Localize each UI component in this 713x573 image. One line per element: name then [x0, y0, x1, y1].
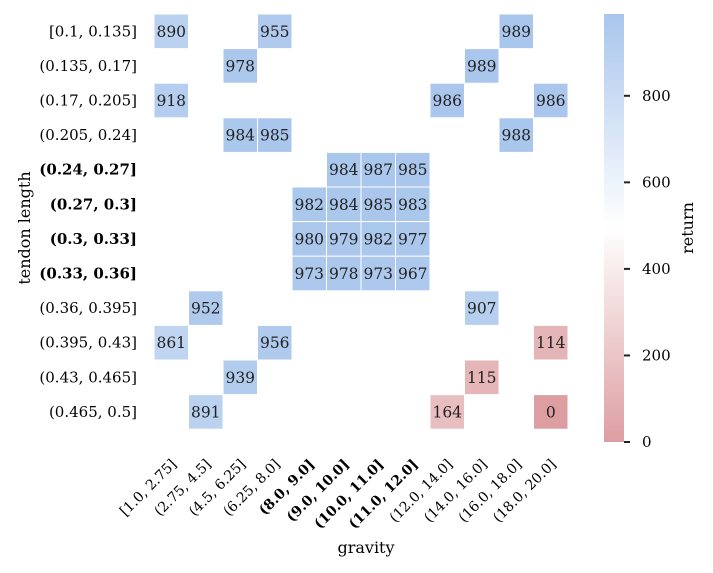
cell-value-label: 980: [294, 230, 324, 248]
heatmap-cell: [222, 359, 258, 396]
y-tick-label: (0.36, 0.395]: [39, 299, 137, 317]
cell-value-label: 114: [536, 334, 566, 352]
cell-value-label: 164: [432, 403, 462, 421]
heatmap-cell: [429, 82, 465, 119]
heatmap-cell: [222, 48, 258, 84]
cell-value-label: 984: [329, 196, 359, 214]
cell-value-label: 890: [156, 23, 186, 41]
colorbar-tick-label: 0: [642, 433, 652, 451]
cell-value-label: 918: [156, 92, 186, 110]
heatmap-cell: [464, 359, 500, 396]
y-tick-label: (0.43, 0.465]: [39, 368, 137, 386]
colorbar: [604, 14, 624, 442]
cell-value-label: 986: [432, 92, 462, 110]
cell-value-label: 967: [398, 265, 428, 283]
cell-value-label: 891: [191, 403, 221, 421]
y-tick-label: (0.27, 0.3]: [50, 195, 137, 213]
heatmap-cell: [360, 255, 396, 292]
cell-value-label: 984: [225, 127, 255, 145]
y-tick-label: (0.3, 0.33]: [50, 230, 137, 248]
cell-value-label: 978: [225, 57, 255, 75]
heatmap-cell: [291, 221, 327, 257]
y-tick-label: (0.24, 0.27]: [39, 161, 137, 179]
cell-value-label: 977: [398, 230, 428, 248]
heatmap-cell: [326, 221, 362, 257]
cell-value-label: 973: [294, 265, 324, 283]
heatmap-cell: [326, 186, 362, 223]
cell-value-label: 907: [467, 300, 497, 318]
heatmap-cell: [395, 221, 431, 257]
heatmap-cell: [188, 394, 224, 430]
cell-value-label: 861: [156, 334, 186, 352]
x-tick-labels: [1.0, 2.75](2.75, 4.5](4.5, 6.25](6.25, …: [117, 457, 560, 533]
cell-value-label: 988: [501, 127, 531, 145]
heatmap-cell: [533, 82, 569, 119]
cell-value-label: 987: [363, 161, 393, 179]
colorbar-tick-label: 600: [642, 173, 671, 191]
heatmap-cell: [291, 255, 327, 292]
cell-value-label: 982: [363, 230, 393, 248]
cell-value-label: 982: [294, 196, 324, 214]
heatmap-cell: [533, 324, 569, 361]
y-tick-label: (0.33, 0.36]: [39, 265, 137, 283]
cell-value-label: 978: [329, 265, 359, 283]
colorbar-ticks: 0 200 400 600 800: [624, 87, 671, 451]
cell-value-label: 956: [260, 334, 290, 352]
cell-value-label: 115: [467, 369, 497, 387]
heatmap-cell: [429, 394, 465, 430]
heatmap-cell: [153, 82, 189, 119]
x-axis-title: gravity: [337, 538, 394, 557]
heatmap-cell: [153, 324, 189, 361]
heatmap-cell: [360, 186, 396, 223]
heatmap-cell: [533, 394, 569, 430]
cell-value-label: 955: [260, 23, 290, 41]
heatmap-cell: [360, 221, 396, 257]
heatmap-cell: [257, 324, 293, 361]
y-tick-label: (0.135, 0.17]: [39, 57, 137, 75]
heatmap-cell: [464, 48, 500, 84]
y-tick-label: (0.395, 0.43]: [39, 334, 137, 352]
cell-value-label: 973: [363, 265, 393, 283]
heatmap-cell: [464, 290, 500, 326]
heatmap-cell: [498, 117, 534, 153]
heatmap-cell: [395, 255, 431, 292]
heatmap-cell: [188, 290, 224, 326]
heatmap-cell: [395, 186, 431, 223]
cell-value-label: 939: [225, 369, 255, 387]
cell-value-label: 952: [191, 300, 221, 318]
heatmap-cell: [153, 13, 189, 50]
heatmap-cell: [257, 117, 293, 153]
y-axis-title: tendon length: [15, 171, 34, 284]
cell-value-label: 979: [329, 230, 359, 248]
cell-value-label: 985: [398, 161, 428, 179]
y-tick-label: [0.1, 0.135]: [49, 22, 137, 40]
heatmap-cell: [498, 13, 534, 50]
cell-value-label: 986: [536, 92, 566, 110]
y-tick-label: (0.465, 0.5]: [49, 403, 137, 421]
colorbar-tick-label: 800: [642, 87, 671, 105]
colorbar-label: return: [678, 202, 697, 254]
heatmap-cell: [222, 117, 258, 153]
heatmap-cell: [326, 151, 362, 188]
y-tick-label: (0.205, 0.24]: [39, 126, 137, 144]
heatmap-cell: [257, 13, 293, 50]
cell-value-label: 983: [398, 196, 428, 214]
y-tick-labels: [0.1, 0.135] (0.135, 0.17] (0.17, 0.205] (0…: [39, 22, 137, 421]
cell-value-label: 989: [501, 23, 531, 41]
cell-value-label: 985: [363, 196, 393, 214]
y-tick-label: (0.17, 0.205]: [39, 92, 137, 110]
heatmap-cell: [395, 151, 431, 188]
cell-value-label: 0: [546, 403, 556, 421]
cell-value-label: 989: [467, 57, 497, 75]
cell-value-label: 984: [329, 161, 359, 179]
colorbar-tick-label: 200: [642, 346, 671, 364]
colorbar-tick-label: 400: [642, 260, 671, 278]
cell-value-label: 985: [260, 127, 290, 145]
